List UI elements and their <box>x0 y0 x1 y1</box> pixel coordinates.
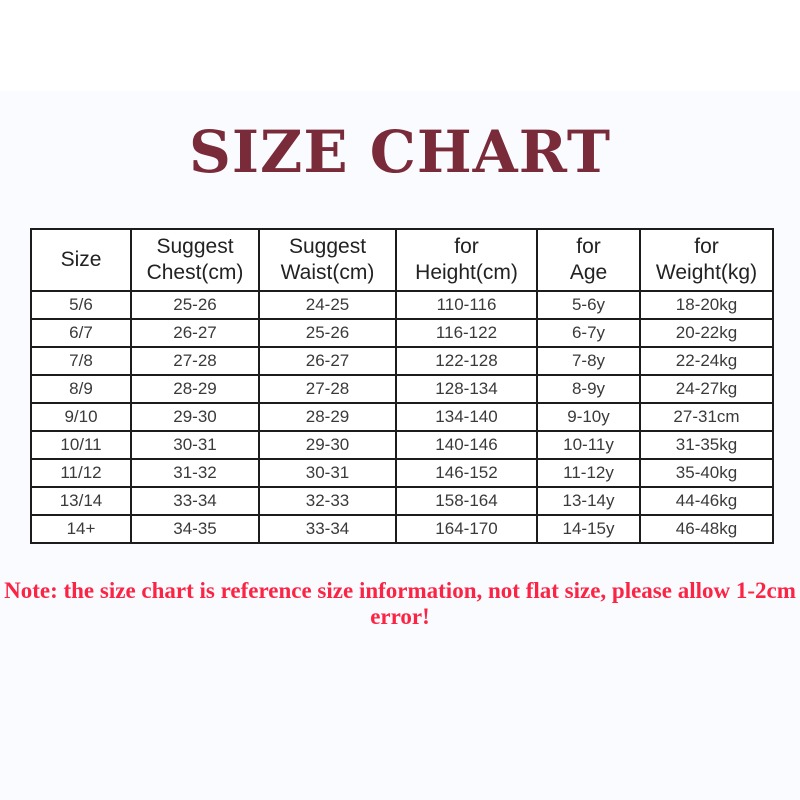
table-row: 11/12 31-32 30-31 146-152 11-12y 35-40kg <box>30 458 774 488</box>
column-header-age: for Age <box>536 228 641 292</box>
header-row: Size Suggest Chest(cm) Suggest Waist(cm)… <box>30 228 774 292</box>
age-cell: 6-7y <box>536 318 641 348</box>
size-cell: 10/11 <box>30 430 132 460</box>
chest-cell: 25-26 <box>130 290 260 320</box>
chest-cell: 30-31 <box>130 430 260 460</box>
waist-cell: 28-29 <box>258 402 397 432</box>
chest-cell: 26-27 <box>130 318 260 348</box>
page-title: SIZE CHART <box>188 118 612 186</box>
chest-cell: 34-35 <box>130 514 260 544</box>
table-row: 13/14 33-34 32-33 158-164 13-14y 44-46kg <box>30 486 774 516</box>
age-cell: 13-14y <box>536 486 641 516</box>
height-cell: 134-140 <box>395 402 538 432</box>
waist-cell: 24-25 <box>258 290 397 320</box>
weight-cell: 46-48kg <box>639 514 774 544</box>
height-cell: 122-128 <box>395 346 538 376</box>
height-cell: 128-134 <box>395 374 538 404</box>
column-header-chest: Suggest Chest(cm) <box>130 228 260 292</box>
waist-cell: 26-27 <box>258 346 397 376</box>
size-chart-table: Size Suggest Chest(cm) Suggest Waist(cm)… <box>30 228 774 544</box>
chest-cell: 29-30 <box>130 402 260 432</box>
size-cell: 9/10 <box>30 402 132 432</box>
column-header-height: for Height(cm) <box>395 228 538 292</box>
height-cell: 164-170 <box>395 514 538 544</box>
height-cell: 110-116 <box>395 290 538 320</box>
waist-cell: 33-34 <box>258 514 397 544</box>
size-cell: 14+ <box>30 514 132 544</box>
height-cell: 116-122 <box>395 318 538 348</box>
age-cell: 14-15y <box>536 514 641 544</box>
chest-cell: 27-28 <box>130 346 260 376</box>
chest-cell: 28-29 <box>130 374 260 404</box>
chest-cell: 33-34 <box>130 486 260 516</box>
table-row: 7/8 27-28 26-27 122-128 7-8y 22-24kg <box>30 346 774 376</box>
size-cell: 13/14 <box>30 486 132 516</box>
chest-cell: 31-32 <box>130 458 260 488</box>
size-cell: 5/6 <box>30 290 132 320</box>
age-cell: 5-6y <box>536 290 641 320</box>
weight-cell: 22-24kg <box>639 346 774 376</box>
waist-cell: 25-26 <box>258 318 397 348</box>
size-cell: 6/7 <box>30 318 132 348</box>
age-cell: 8-9y <box>536 374 641 404</box>
age-cell: 9-10y <box>536 402 641 432</box>
column-header-weight: for Weight(kg) <box>639 228 774 292</box>
weight-cell: 44-46kg <box>639 486 774 516</box>
weight-cell: 24-27kg <box>639 374 774 404</box>
table-row: 14+ 34-35 33-34 164-170 14-15y 46-48kg <box>30 514 774 544</box>
waist-cell: 30-31 <box>258 458 397 488</box>
waist-cell: 32-33 <box>258 486 397 516</box>
table-row: 10/11 30-31 29-30 140-146 10-11y 31-35kg <box>30 430 774 460</box>
size-cell: 11/12 <box>30 458 132 488</box>
table-row: 6/7 26-27 25-26 116-122 6-7y 20-22kg <box>30 318 774 348</box>
weight-cell: 20-22kg <box>639 318 774 348</box>
height-cell: 158-164 <box>395 486 538 516</box>
height-cell: 140-146 <box>395 430 538 460</box>
size-cell: 8/9 <box>30 374 132 404</box>
height-cell: 146-152 <box>395 458 538 488</box>
age-cell: 7-8y <box>536 346 641 376</box>
age-cell: 10-11y <box>536 430 641 460</box>
note-text: Note: the size chart is reference size i… <box>4 578 796 629</box>
weight-cell: 31-35kg <box>639 430 774 460</box>
column-header-waist: Suggest Waist(cm) <box>258 228 397 292</box>
table-row: 5/6 25-26 24-25 110-116 5-6y 18-20kg <box>30 290 774 320</box>
size-cell: 7/8 <box>30 346 132 376</box>
age-cell: 11-12y <box>536 458 641 488</box>
table-row: 8/9 28-29 27-28 128-134 8-9y 24-27kg <box>30 374 774 404</box>
waist-cell: 27-28 <box>258 374 397 404</box>
waist-cell: 29-30 <box>258 430 397 460</box>
weight-cell: 35-40kg <box>639 458 774 488</box>
table-row: 9/10 29-30 28-29 134-140 9-10y 27-31cm <box>30 402 774 432</box>
weight-cell: 18-20kg <box>639 290 774 320</box>
weight-cell: 27-31cm <box>639 402 774 432</box>
column-header-size: Size <box>30 228 132 292</box>
